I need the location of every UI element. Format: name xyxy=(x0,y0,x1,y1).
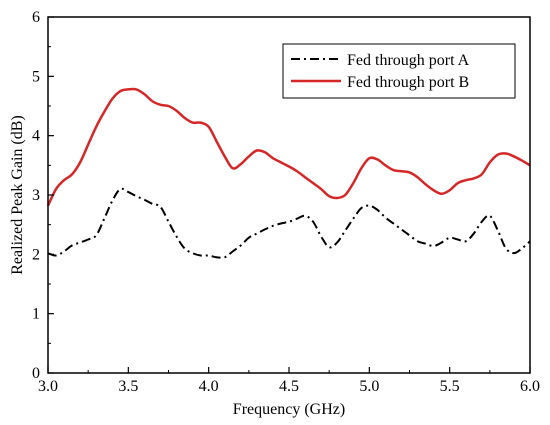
y-axis-ticks: 0 1 2 3 4 5 6 xyxy=(32,9,54,382)
y-tick-label: 1 xyxy=(32,306,40,323)
x-tick-label: 3.5 xyxy=(118,378,138,395)
series-layer xyxy=(46,87,531,259)
x-tick-label: 5.0 xyxy=(359,378,379,395)
y-tick-label: 0 xyxy=(32,365,40,382)
x-tick-label: 4.0 xyxy=(199,378,219,395)
y-tick-label: 2 xyxy=(32,246,40,263)
series-line-port-b xyxy=(46,87,531,207)
y-tick-label: 6 xyxy=(32,9,40,26)
legend-label-port-b: Fed through port B xyxy=(347,74,469,91)
x-tick-label: 4.5 xyxy=(279,378,299,395)
y-tick-label: 4 xyxy=(32,128,40,145)
y-tick-label: 5 xyxy=(32,68,40,85)
x-axis-label: Frequency (GHz) xyxy=(233,401,345,418)
x-axis-ticks: 3.0 3.5 4.0 4.5 5.0 5.5 6.0 xyxy=(38,367,540,395)
x-tick-label: 5.5 xyxy=(440,378,460,395)
y-tick-label: 3 xyxy=(32,187,40,204)
x-tick-label: 3.0 xyxy=(38,378,58,395)
legend: Fed through port A Fed through port B xyxy=(282,43,516,99)
x-tick-label: 6.0 xyxy=(520,378,540,395)
legend-label-port-a: Fed through port A xyxy=(347,52,470,69)
series-line-port-a xyxy=(47,187,531,259)
y-axis-label: Realized Peak Gain (dB) xyxy=(9,115,26,275)
legend-box xyxy=(282,43,516,99)
